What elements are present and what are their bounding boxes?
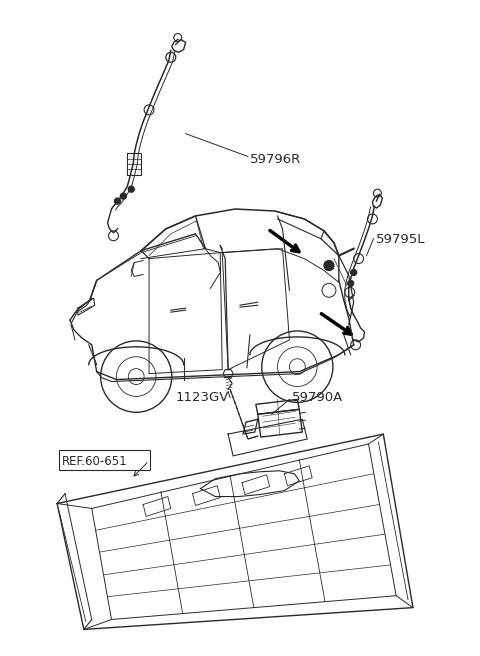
Bar xyxy=(127,154,141,175)
Circle shape xyxy=(120,193,126,199)
Text: 1123GV: 1123GV xyxy=(176,392,229,404)
Circle shape xyxy=(114,198,120,204)
Text: 59795L: 59795L xyxy=(376,233,426,246)
Circle shape xyxy=(348,280,354,287)
Text: REF.60-651: REF.60-651 xyxy=(62,455,128,468)
Circle shape xyxy=(128,186,134,192)
FancyArrowPatch shape xyxy=(270,230,299,252)
FancyArrowPatch shape xyxy=(322,314,351,334)
Text: 59790A: 59790A xyxy=(292,392,344,404)
Circle shape xyxy=(351,270,357,276)
Circle shape xyxy=(324,260,334,270)
Text: 59796R: 59796R xyxy=(250,154,301,167)
